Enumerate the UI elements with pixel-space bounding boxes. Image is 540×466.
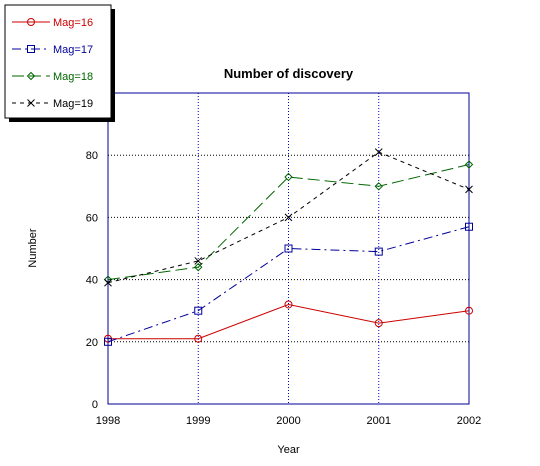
grid: [108, 93, 469, 404]
data-point: [465, 306, 473, 315]
data-point: [284, 213, 293, 222]
data-point: [374, 148, 383, 156]
x-tick-label: 1998: [96, 415, 120, 427]
x-axis-label: Year: [277, 444, 300, 456]
legend-marker: [27, 99, 35, 107]
data-point: [194, 334, 203, 343]
series-lines: [103, 148, 474, 346]
legend-marker: [27, 45, 35, 53]
data-point: [194, 257, 203, 265]
data-point: [104, 337, 112, 346]
plot-frame: [107, 92, 470, 405]
legend-marker: [27, 18, 35, 26]
legend-marker: [26, 71, 36, 81]
data-point: [374, 247, 383, 256]
data-point: [464, 160, 474, 169]
data-point: [284, 172, 293, 182]
data-point: [465, 222, 473, 231]
legend-label: Mag=17: [53, 44, 93, 56]
series-line: [108, 303, 470, 340]
x-tick-label: 2001: [367, 415, 391, 427]
x-tick-label: 2000: [276, 415, 300, 427]
y-tick-label: 40: [86, 275, 98, 287]
series-2: [104, 222, 473, 346]
data-point: [284, 300, 293, 309]
legend: Mag=16 Mag=17 Mag=18 Mag=19: [4, 4, 115, 122]
data-point: [194, 262, 203, 272]
data-point: [104, 278, 112, 287]
y-tick-label: 80: [86, 150, 98, 162]
data-point: [374, 182, 383, 191]
series-line: [107, 164, 470, 281]
data-point: [284, 244, 293, 253]
legend-box: [4, 4, 112, 119]
y-tick-label: 20: [86, 337, 98, 349]
y-axis-label: Number: [27, 228, 39, 267]
x-tick-label: 2002: [457, 415, 481, 427]
legend-label: Mag=16: [53, 17, 93, 29]
series-4: [104, 148, 473, 287]
data-point: [374, 319, 383, 328]
series-3: [103, 160, 474, 284]
data-point: [465, 185, 473, 194]
x-tick-label: 1999: [186, 415, 210, 427]
data-point: [194, 306, 203, 315]
series-line: [107, 226, 470, 343]
legend-label: Mag=19: [53, 98, 93, 110]
y-tick-label: 0: [92, 399, 98, 411]
chart-title: Number of discovery: [224, 66, 354, 81]
y-tick-label: 60: [86, 212, 98, 224]
series-1: [104, 300, 473, 343]
tick-labels: 1998 1999 2000 2001 2002 0 20 40 60 80: [86, 150, 481, 427]
legend-label: Mag=18: [53, 71, 93, 83]
